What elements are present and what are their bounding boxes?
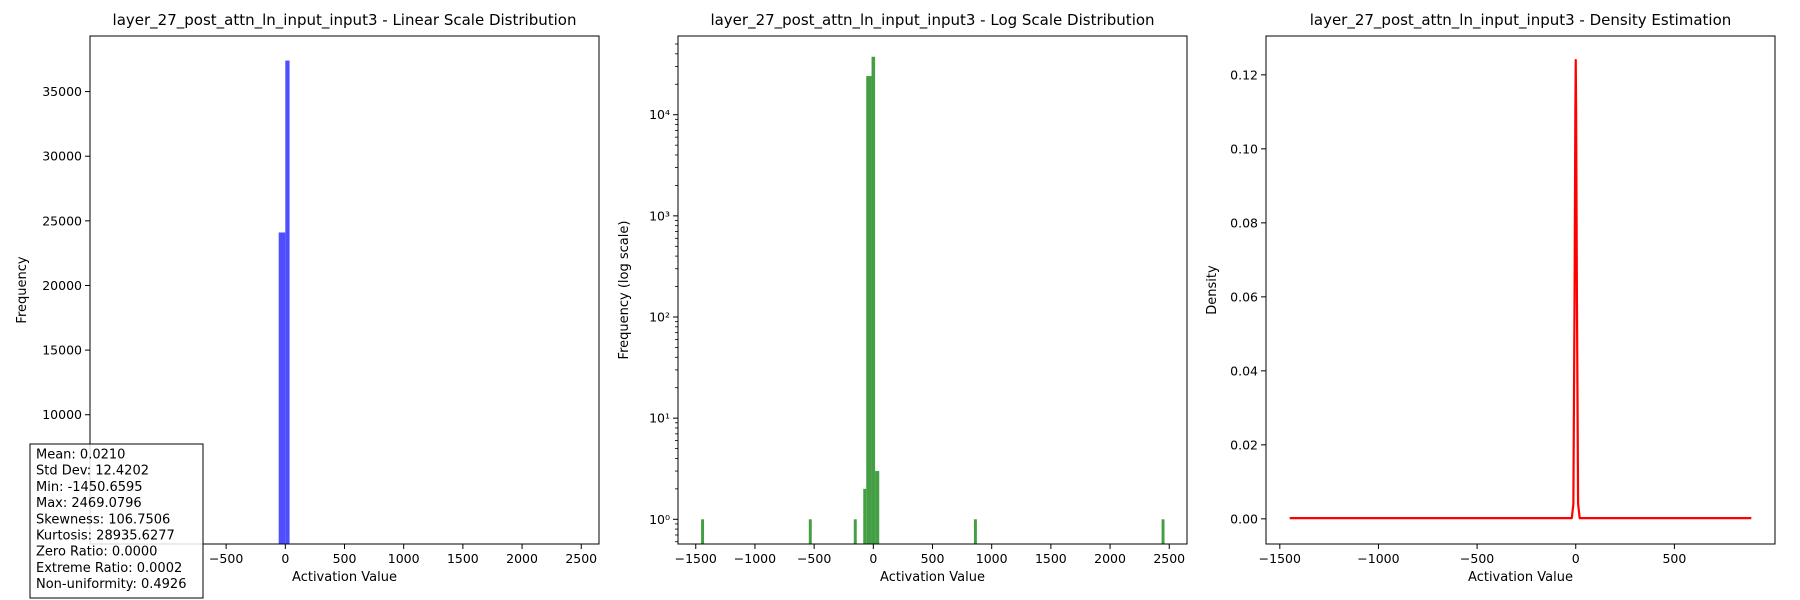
- stats-box-background: [29, 443, 204, 599]
- x-tick-label: 1500: [447, 551, 479, 566]
- stats-line: Skewness: 106.7506: [36, 512, 170, 527]
- x-axis-label: Activation Value: [292, 570, 397, 585]
- y-tick-label: 0.12: [1230, 67, 1258, 82]
- y-tick-label: 30000: [42, 149, 82, 164]
- histogram-bar-6: [875, 471, 880, 544]
- stats-line: Zero Ratio: 0.0000: [36, 545, 157, 560]
- x-tick-label: 1000: [388, 551, 420, 566]
- y-tick-label: 0.08: [1230, 215, 1258, 230]
- linear-scale-histogram-panel: −500 0 500 1000 1500 2000 2500 10000 15000 20000 2…: [15, 11, 600, 599]
- x-tick-label: 2500: [565, 551, 597, 566]
- y-tick-label: 10²: [649, 310, 670, 325]
- histogram-bar-5: [871, 56, 876, 544]
- x-tick-label: −500: [1460, 551, 1494, 566]
- histogram-bar-4: [866, 76, 872, 544]
- x-tick-label: 0: [869, 551, 877, 566]
- histogram-bar-2: [853, 519, 857, 544]
- histogram-bar-1: [285, 60, 290, 545]
- stats-line: Non-uniformity: 0.4926: [36, 577, 186, 592]
- density-line-0: [1289, 58, 1752, 520]
- x-tick-label: 2000: [506, 551, 538, 566]
- y-tick-label: 10⁰: [649, 512, 670, 527]
- y-tick-label: 15000: [42, 343, 82, 358]
- y-tick-label: 0.00: [1230, 511, 1258, 526]
- y-tick-label: 0.02: [1230, 437, 1258, 452]
- x-tick-label: −1500: [675, 551, 717, 566]
- histogram-bar-1: [808, 519, 812, 544]
- chart-title: layer_27_post_attn_ln_input_input3 - Lin…: [113, 11, 577, 30]
- stats-line: Mean: 0.0210: [36, 448, 125, 463]
- histogram-bar-3: [863, 488, 867, 544]
- stats-line: Kurtosis: 28935.6277: [36, 529, 175, 544]
- y-tick-label: 35000: [42, 84, 82, 99]
- x-tick-label: 2500: [1153, 551, 1185, 566]
- stats-line: Std Dev: 12.4202: [36, 464, 149, 479]
- x-tick-label: 1500: [1035, 551, 1067, 566]
- stats-line: Extreme Ratio: 0.0002: [36, 561, 182, 576]
- y-tick-label: 25000: [42, 213, 82, 228]
- log-scale-histogram-panel: −1500 −1000 −500 0 500 1000 1500 2000 2500 10⁰ 10¹…: [617, 11, 1188, 585]
- y-axis-label: Density: [1205, 265, 1220, 315]
- y-tick-label: 0.04: [1230, 363, 1258, 378]
- y-tick-label: 10⁴: [649, 107, 670, 122]
- x-tick-label: 500: [333, 551, 357, 566]
- x-axis-label: Activation Value: [1468, 570, 1573, 585]
- chart-title: layer_27_post_attn_ln_input_input3 - Log…: [710, 11, 1154, 30]
- x-tick-label: 2000: [1094, 551, 1126, 566]
- histogram-bar-8: [1161, 519, 1165, 544]
- axes-frame: [677, 35, 1188, 545]
- x-tick-label: −1500: [1259, 551, 1301, 566]
- y-tick-label: 10³: [649, 208, 670, 223]
- chart-title: layer_27_post_attn_ln_input_input3 - Den…: [1310, 11, 1732, 30]
- stats-line: Max: 2469.0796: [36, 496, 142, 511]
- density-estimation-panel: −1500 −1000 −500 0 500 0.00 0.02 0.04 0.06 0.08 0.…: [1205, 11, 1776, 585]
- x-tick-label: −1000: [734, 551, 776, 566]
- x-tick-label: −1000: [1357, 551, 1399, 566]
- x-tick-label: 1000: [976, 551, 1008, 566]
- histogram-bar-0: [278, 232, 286, 545]
- x-axis-label: Activation Value: [880, 570, 985, 585]
- y-axis-label: Frequency (log scale): [617, 221, 632, 360]
- x-tick-label: 500: [1662, 551, 1686, 566]
- y-tick-label: 10000: [42, 407, 82, 422]
- x-tick-label: 0: [281, 551, 289, 566]
- x-tick-label: 0: [1572, 551, 1580, 566]
- y-axis-label: Frequency: [15, 256, 30, 323]
- stats-line: Min: -1450.6595: [36, 480, 143, 495]
- y-tick-label: 0.10: [1230, 141, 1258, 156]
- y-tick-label: 20000: [42, 278, 82, 293]
- x-tick-label: 500: [921, 551, 945, 566]
- y-tick-label: 0.06: [1230, 289, 1258, 304]
- x-tick-label: −500: [797, 551, 831, 566]
- axes-frame: [1265, 35, 1776, 545]
- y-tick-label: 10¹: [649, 411, 670, 426]
- x-tick-label: −500: [209, 551, 243, 566]
- histogram-bar-0: [701, 519, 705, 544]
- histogram-bar-7: [973, 519, 977, 544]
